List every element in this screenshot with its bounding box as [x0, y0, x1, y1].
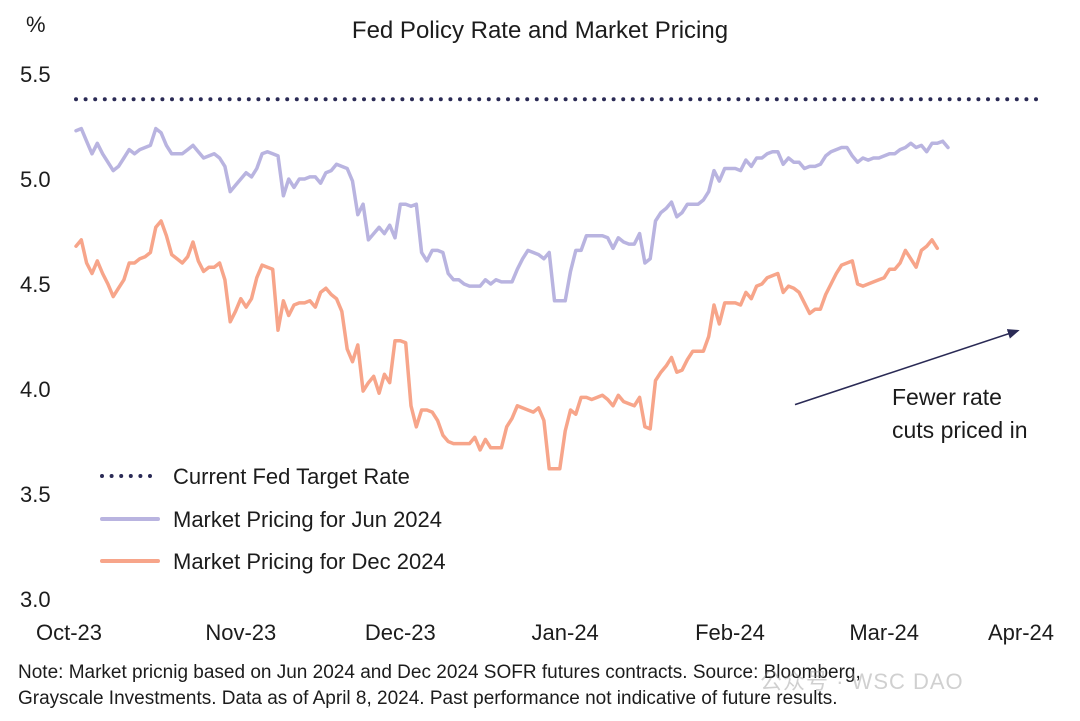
y-tick-label: 3.5 — [20, 482, 51, 507]
series-line-2 — [74, 219, 940, 471]
watermark: 公众号 · WSC DAO — [760, 669, 964, 694]
legend-label-1: Market Pricing for Jun 2024 — [173, 507, 442, 532]
x-tick-label: Apr-24 — [988, 620, 1054, 645]
legend-label-2: Market Pricing for Dec 2024 — [173, 549, 446, 574]
annotation-text-line: Fewer rate — [892, 384, 1002, 410]
y-axis-unit: % — [26, 12, 46, 37]
footnote: Note: Market pricnig based on Jun 2024 a… — [18, 660, 1018, 712]
annotation-arrow — [794, 329, 1020, 406]
x-tick-labels: Oct-23 Nov-23 Dec-23 Jan-24 Feb-24 Mar-24 Apr-… — [36, 620, 1054, 645]
y-tick-label: 5.5 — [20, 62, 51, 87]
x-tick-label: Mar-24 — [849, 620, 919, 645]
y-tick-label: 5.0 — [20, 167, 51, 192]
x-tick-label: Oct-23 — [36, 620, 102, 645]
chart-title: Fed Policy Rate and Market Pricing — [352, 17, 728, 44]
legend: Current Fed Target Rate Market Pricing fo… — [100, 464, 446, 574]
x-tick-label: Nov-23 — [205, 620, 276, 645]
x-tick-label: Dec-23 — [365, 620, 436, 645]
footnote-line-2: Grayscale Investments. Data as of April … — [18, 688, 838, 709]
x-tick-label: Jan-24 — [532, 620, 599, 645]
legend-label-0: Current Fed Target Rate — [173, 464, 410, 489]
x-tick-label: Feb-24 — [695, 620, 765, 645]
footnote-line-1: Note: Market pricnig based on Jun 2024 a… — [18, 662, 861, 683]
series-line-1 — [74, 126, 950, 303]
annotation-text-line: cuts priced in — [892, 417, 1028, 443]
y-tick-labels: 3.0 3.5 4.0 4.5 5.0 5.5 — [20, 62, 51, 612]
annotation: Fewer rate cuts priced in — [794, 329, 1028, 443]
chart: Fed Policy Rate and Market Pricing % 3.0… — [20, 12, 1054, 645]
y-tick-label: 3.0 — [20, 587, 51, 612]
series-lines — [74, 97, 1042, 471]
y-tick-label: 4.5 — [20, 272, 51, 297]
y-tick-label: 4.0 — [20, 377, 51, 402]
